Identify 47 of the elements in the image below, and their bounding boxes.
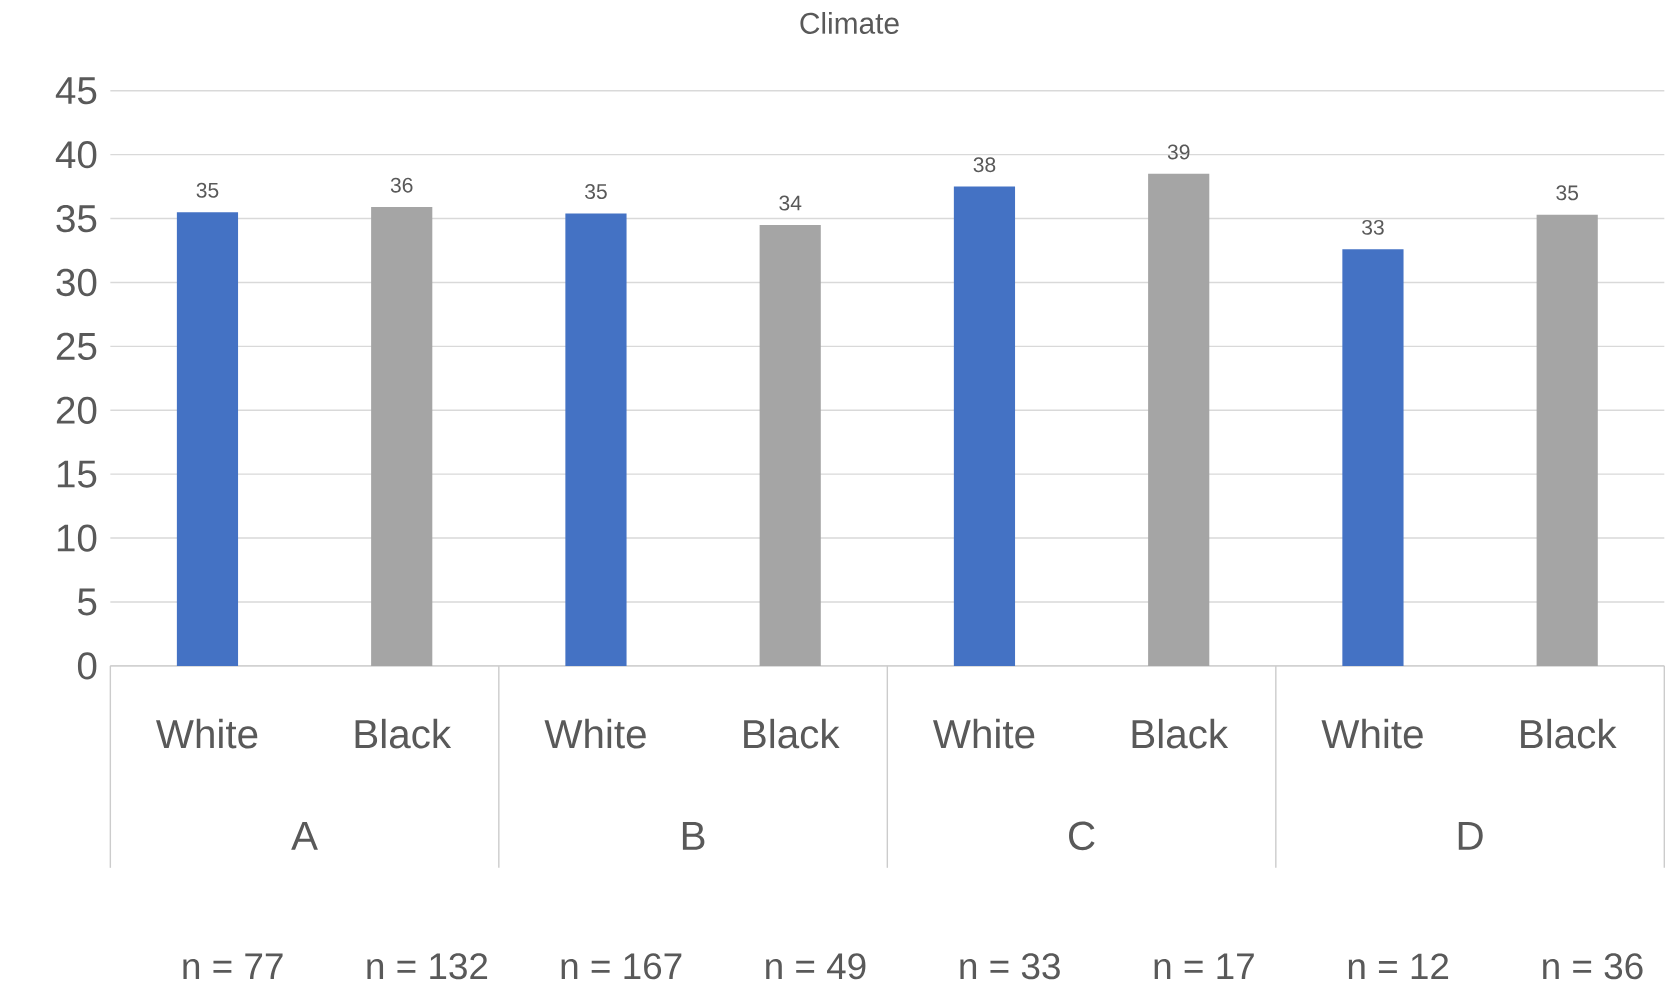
bar	[1148, 173, 1210, 666]
text: n = 77	[183, 953, 283, 979]
y-tick-label: 20	[56, 396, 97, 424]
y-tick-label: 35	[56, 204, 97, 233]
text: D	[1458, 822, 1483, 850]
text: n = 132	[367, 953, 488, 980]
text: n = 17	[1154, 953, 1254, 979]
x-tick-label: Black	[1521, 718, 1617, 749]
data-label: 39	[1167, 144, 1190, 160]
bar	[953, 186, 1016, 666]
text: n = 167	[561, 953, 682, 980]
x-tick-label: White	[544, 718, 646, 749]
data-label: 36	[390, 177, 413, 193]
data-label: 35	[1556, 185, 1579, 201]
bar	[1342, 249, 1404, 666]
bar	[565, 213, 627, 666]
y-tick-label: 45	[55, 77, 97, 105]
bar	[759, 224, 821, 666]
bar	[1536, 214, 1598, 666]
x-tick-label: White	[932, 718, 1035, 749]
x-tick-label: Black	[355, 718, 452, 749]
x-tick-label: White	[156, 718, 258, 749]
y-tick-label: 15	[57, 460, 97, 488]
y-tick-label: 0	[77, 652, 97, 680]
bar	[176, 212, 239, 666]
data-label: 35	[196, 182, 219, 198]
text: C	[1069, 821, 1095, 851]
y-tick-label: 40	[55, 141, 97, 169]
y-tick-label: 25	[56, 332, 97, 361]
y-tick-label: 10	[57, 524, 97, 552]
x-tick-label: White	[1321, 718, 1423, 749]
text: n = 49	[766, 953, 866, 980]
data-label: 38	[973, 157, 996, 173]
x-tick-label: Black	[744, 718, 840, 749]
x-tick-label: Black	[1132, 718, 1229, 749]
y-tick-label: 30	[56, 268, 97, 297]
data-label: 34	[779, 195, 802, 211]
text: n = 12	[1348, 953, 1449, 980]
text: A	[291, 822, 318, 850]
text: B	[682, 822, 705, 850]
y-tick-label: 5	[77, 588, 97, 616]
text: n = 36	[1543, 953, 1643, 980]
bar	[371, 207, 433, 666]
data-label: 35	[585, 184, 607, 200]
chart-title: Climate	[800, 12, 899, 34]
text: n = 33	[960, 953, 1060, 980]
data-label: 33	[1362, 219, 1384, 235]
